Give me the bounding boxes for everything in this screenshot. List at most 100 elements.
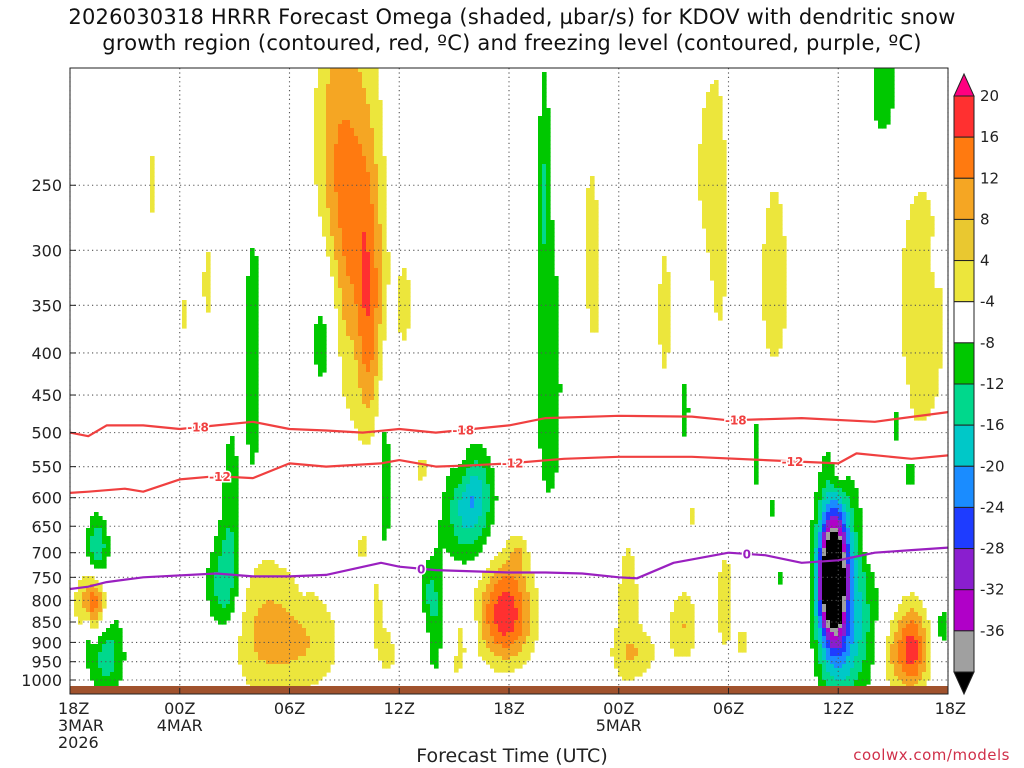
omega-cell: [474, 592, 479, 597]
omega-cell: [358, 204, 363, 209]
omega-cell: [82, 592, 87, 597]
omega-cell: [630, 588, 635, 593]
omega-cell: [346, 200, 351, 205]
omega-cell: [586, 292, 591, 297]
omega-cell: [474, 464, 479, 469]
omega-cell: [774, 248, 779, 253]
omega-cell: [250, 268, 255, 273]
omega-cell: [342, 92, 347, 97]
omega-cell: [82, 580, 87, 585]
omega-cell: [114, 640, 119, 645]
omega-cell: [374, 336, 379, 341]
omega-cell: [506, 636, 511, 641]
omega-cell: [230, 536, 235, 541]
omega-cell: [370, 104, 375, 109]
omega-cell: [466, 552, 471, 557]
omega-cell: [462, 496, 467, 501]
omega-cell: [626, 596, 631, 601]
omega-cell: [118, 664, 123, 669]
omega-cell: [322, 328, 327, 333]
omega-cell: [706, 180, 711, 185]
omega-cell: [234, 460, 239, 465]
omega-cell: [322, 164, 327, 169]
omega-cell: [106, 652, 111, 657]
omega-cell: [90, 516, 95, 521]
omega-cell: [354, 100, 359, 105]
omega-cell: [594, 284, 599, 289]
omega-cell: [518, 572, 523, 577]
omega-cell: [246, 644, 251, 649]
omega-cell: [542, 324, 547, 329]
omega-cell: [342, 296, 347, 301]
omega-cell: [210, 612, 215, 617]
omega-cell: [322, 120, 327, 125]
omega-cell: [258, 596, 263, 601]
omega-cell: [418, 460, 423, 465]
omega-cell: [298, 668, 303, 673]
omega-cell: [378, 124, 383, 129]
omega-cell: [302, 676, 307, 681]
omega-cell: [378, 204, 383, 209]
omega-cell: [510, 636, 515, 641]
omega-cell: [210, 568, 215, 573]
omega-cell: [358, 252, 363, 257]
omega-cell: [262, 588, 267, 593]
omega-cell: [294, 668, 299, 673]
omega-cell: [710, 148, 715, 153]
omega-cell: [226, 508, 231, 513]
omega-cell: [82, 600, 87, 605]
omega-cell: [254, 592, 259, 597]
omega-cell: [346, 116, 351, 121]
omega-cell: [646, 648, 651, 653]
omega-cell: [474, 472, 479, 477]
omega-cell: [590, 268, 595, 273]
omega-cell: [462, 544, 467, 549]
omega-cell: [370, 112, 375, 117]
omega-cell: [82, 576, 87, 581]
omega-cell: [550, 272, 555, 277]
omega-cell: [370, 384, 375, 389]
omega-cell: [86, 580, 91, 585]
omega-cell: [274, 632, 279, 637]
omega-cell: [366, 140, 371, 145]
chart-title-line-2: growth region (contoured, red, ºC) and f…: [102, 31, 922, 55]
omega-cell: [502, 584, 507, 589]
omega-cell: [214, 588, 219, 593]
omega-cell: [530, 644, 535, 649]
omega-cell: [326, 644, 331, 649]
omega-cell: [114, 636, 119, 641]
omega-cell: [374, 92, 379, 97]
omega-cell: [98, 520, 103, 525]
omega-cell: [206, 264, 211, 269]
omega-cell: [254, 400, 259, 405]
omega-cell: [526, 556, 531, 561]
omega-cell: [338, 132, 343, 137]
omega-cell: [230, 516, 235, 521]
omega-cell: [778, 320, 783, 325]
omega-cell: [778, 344, 783, 349]
omega-cell: [90, 656, 95, 661]
omega-cell: [626, 564, 631, 569]
omega-cell: [342, 212, 347, 217]
omega-cell: [586, 232, 591, 237]
omega-cell: [542, 176, 547, 181]
omega-cell: [242, 636, 247, 641]
omega-cell: [362, 196, 367, 201]
omega-cell: [502, 640, 507, 645]
omega-cell: [554, 388, 559, 393]
omega-cell: [518, 612, 523, 617]
omega-cell: [334, 300, 339, 305]
omega-cell: [490, 468, 495, 473]
omega-cell: [546, 340, 551, 345]
omega-cell: [726, 624, 731, 629]
omega-cell: [334, 244, 339, 249]
omega-cell: [334, 280, 339, 285]
omega-cell: [374, 260, 379, 265]
omega-cell: [474, 504, 479, 509]
omega-cell: [350, 380, 355, 385]
omega-cell: [346, 316, 351, 321]
omega-cell: [246, 620, 251, 625]
omega-cell: [542, 228, 547, 233]
omega-cell: [506, 604, 511, 609]
omega-cell: [314, 612, 319, 617]
